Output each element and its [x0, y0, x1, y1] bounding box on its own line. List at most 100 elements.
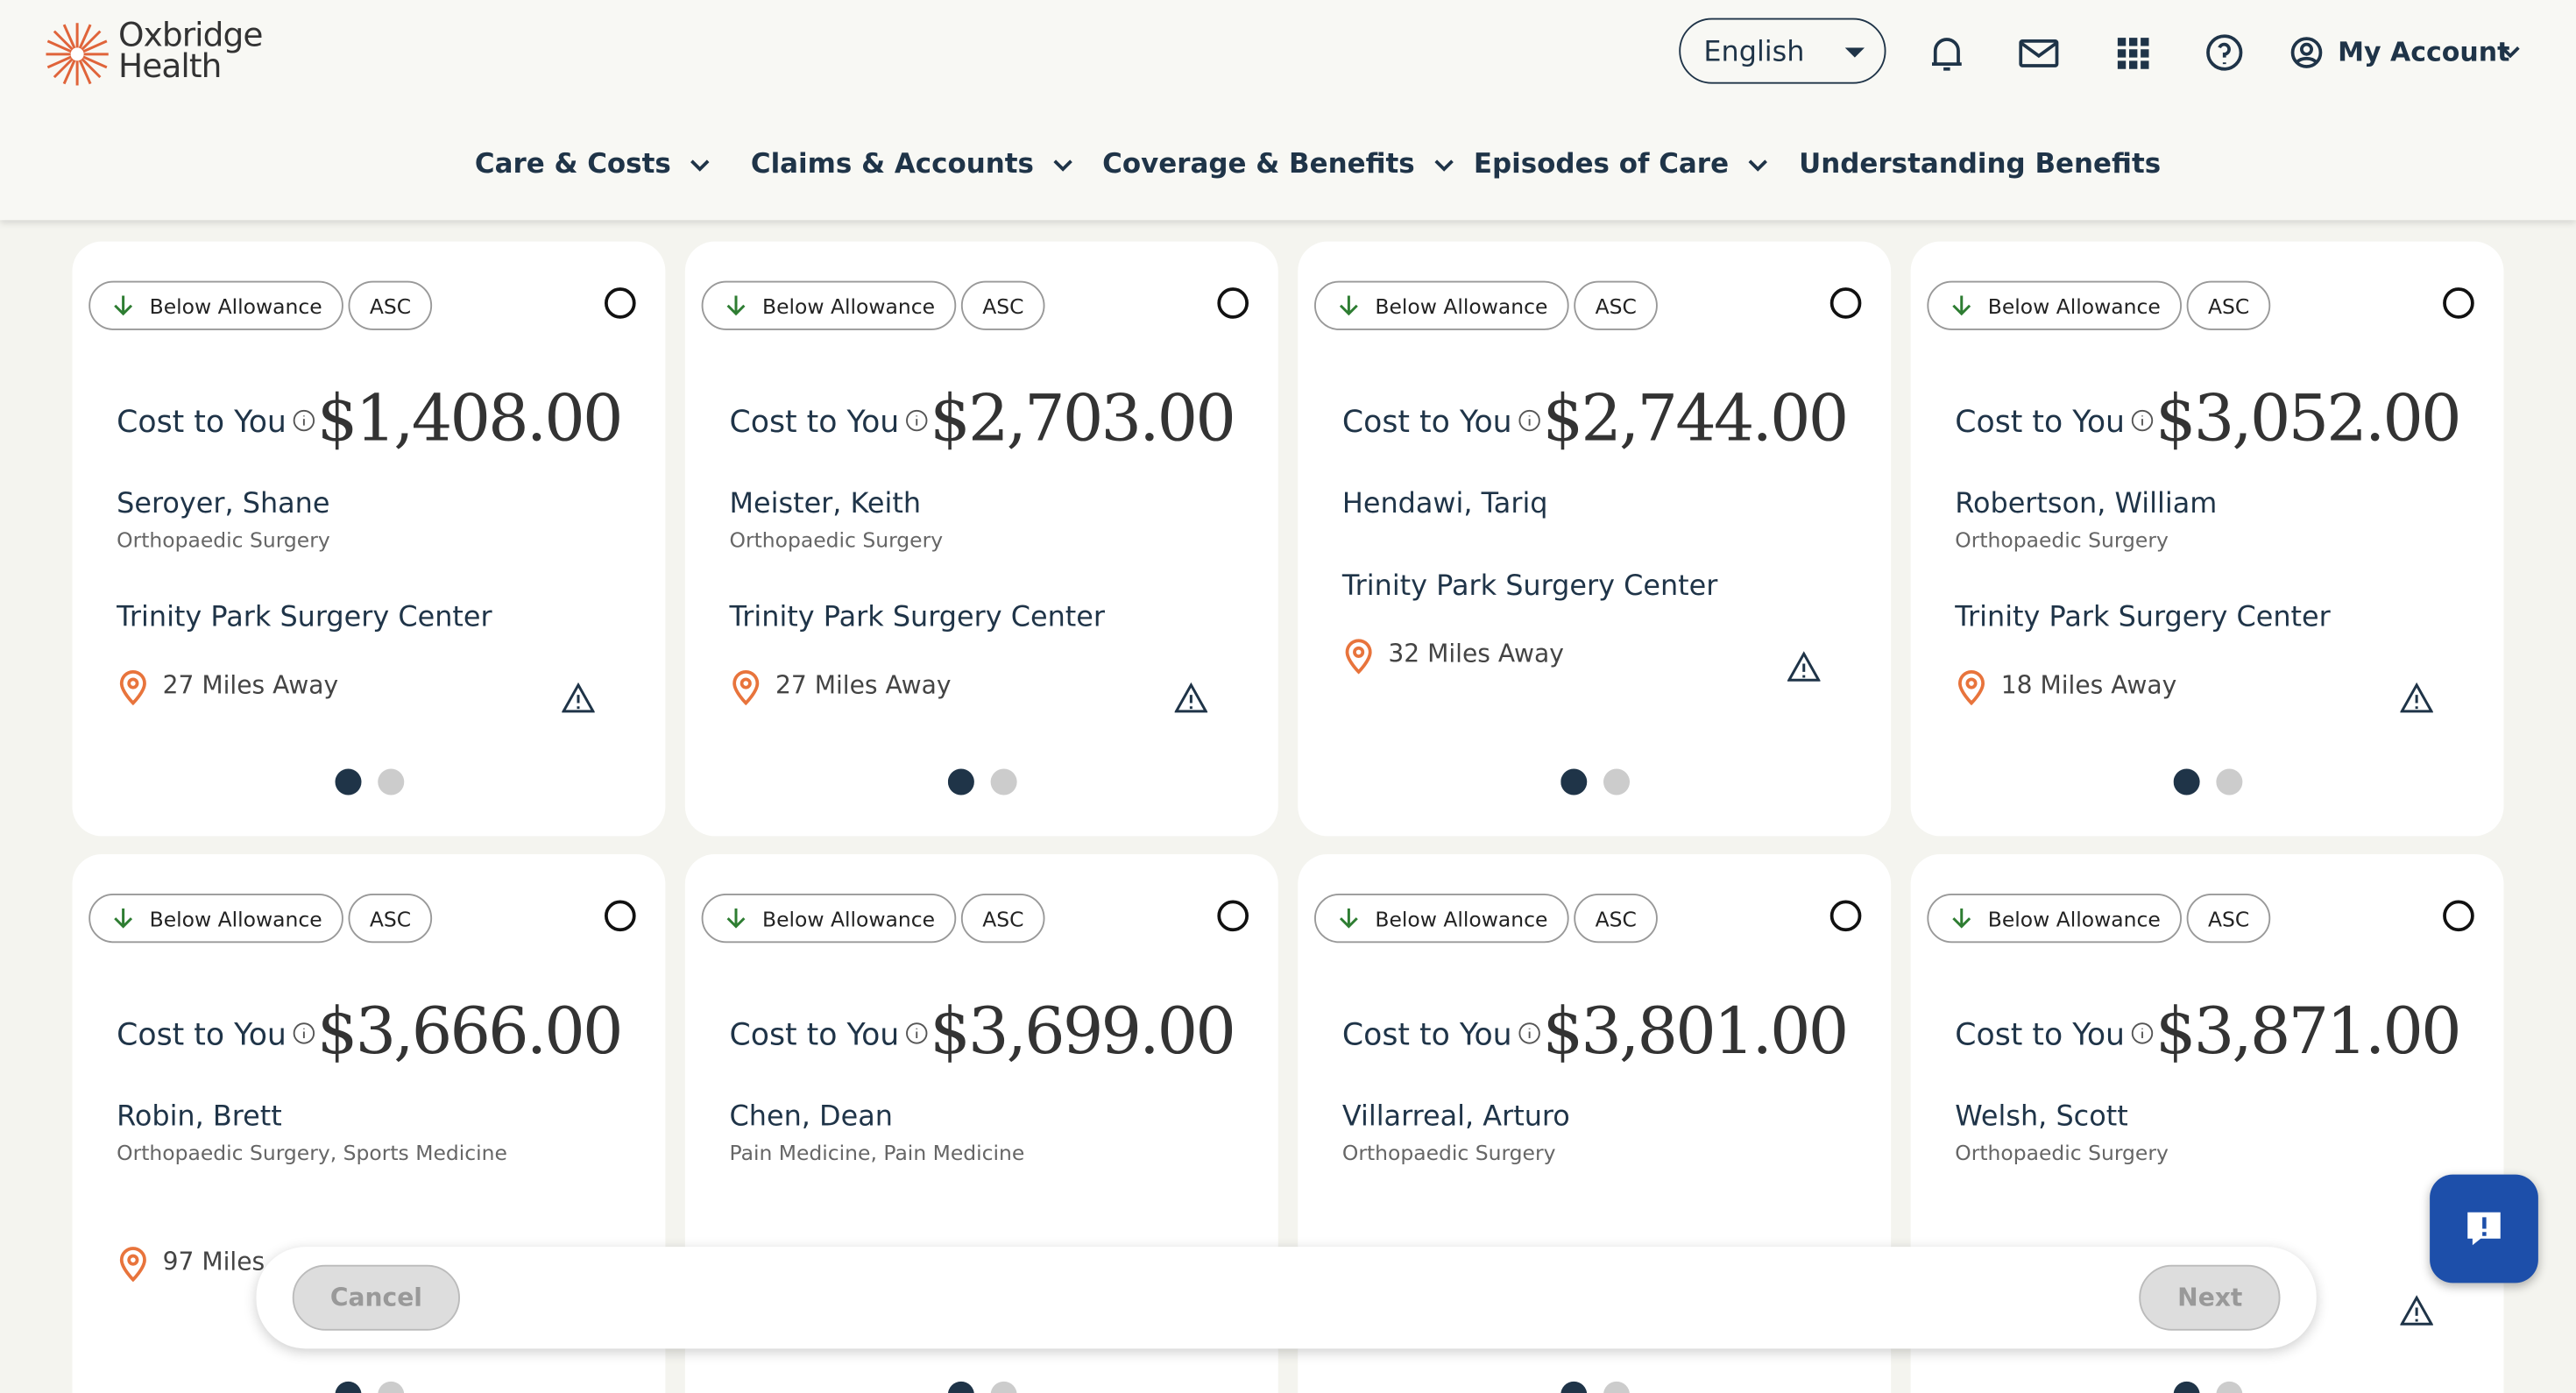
badge: ASC [960, 280, 1045, 330]
cost-label: Cost to You [1342, 406, 1542, 441]
badge-label: ASC [1595, 293, 1637, 319]
select-radio[interactable] [1829, 287, 1862, 319]
nav-item[interactable]: Claims & Accounts [750, 147, 1073, 180]
badge-label: Below Allowance [1987, 907, 2161, 932]
cost-label: Cost to You [730, 1019, 930, 1053]
cost: $3,052.00 [2155, 382, 2462, 457]
specialty: Orthopaedic Surgery [1955, 527, 2169, 552]
badge-label: ASC [2208, 293, 2250, 319]
badge: Below Allowance [88, 894, 344, 944]
provider-name[interactable]: Meister, Keith [729, 487, 922, 521]
cost-label: Cost to You [1955, 406, 2155, 441]
nav-label: Coverage & Benefits [1102, 147, 1415, 180]
feedback-button[interactable] [2430, 1174, 2538, 1283]
select-radio[interactable] [605, 287, 636, 319]
carousel-dots[interactable] [1560, 767, 1633, 803]
badge: ASC [2186, 280, 2271, 330]
carousel-dots[interactable] [947, 1380, 1021, 1393]
nav-item[interactable]: Episodes of Care [1474, 148, 1768, 179]
header: Oxbridge Health English My Account Care &… [0, 0, 2576, 221]
provider-name[interactable]: Hendawi, Tariq [1341, 487, 1548, 521]
language-select[interactable]: English [1679, 18, 1886, 84]
provider-card[interactable]: Below Allowance ASC Cost to You $2,744.00 He… [1298, 241, 1892, 837]
carousel-dots[interactable] [2173, 767, 2247, 803]
provider-card[interactable]: Below Allowance ASC Cost to You $3,052.00 Ro… [1910, 241, 2504, 837]
distance: 27 Miles Away [117, 670, 633, 706]
badge: ASC [1574, 280, 1659, 330]
badge-label: Below Allowance [149, 293, 322, 319]
facility: Trinity Park Surgery Center [1955, 601, 2331, 634]
provider-info: Hendawi, Tariq Trinity Park Surgery Cente… [1341, 487, 1858, 675]
warning-icon[interactable] [2399, 682, 2434, 721]
nav-item[interactable]: Care & Costs [475, 148, 711, 179]
provider-name[interactable]: Villarreal, Arturo [1341, 1100, 1570, 1134]
provider-info: Seroyer, Shane Orthopaedic Surgery Trinity… [117, 487, 633, 706]
select-radio[interactable] [605, 900, 636, 932]
specialty: Orthopaedic Surgery [1955, 1140, 2169, 1165]
provider-name[interactable]: Seroyer, Shane [117, 487, 330, 521]
badge: Below Allowance [88, 280, 344, 330]
next-button[interactable]: Next [2140, 1264, 2281, 1331]
logo-text: Health [118, 46, 222, 86]
select-radio[interactable] [1217, 900, 1249, 932]
badge-label: Below Allowance [1987, 293, 2161, 319]
header-icons[interactable] [1926, 33, 2353, 76]
provider-name[interactable]: Welsh, Scott [1955, 1100, 2128, 1134]
badge-label: ASC [982, 907, 1024, 932]
badge-label: Below Allowance [1375, 907, 1548, 932]
carousel-dots[interactable] [335, 1380, 408, 1393]
badge: Below Allowance [1927, 894, 2183, 944]
nav-item[interactable]: Understanding Benefits [1799, 148, 2161, 180]
cost: $3,699.00 [930, 995, 1236, 1070]
language: English [1703, 36, 1805, 69]
distance: 18 Miles Away [1955, 670, 2471, 706]
provider-card[interactable]: Below Allowance ASC Cost to You $1,408.00 Se… [72, 241, 666, 837]
distance: 27 Miles Away [730, 670, 1246, 706]
specialty: Orthopaedic Surgery [117, 527, 330, 552]
cancel-button[interactable]: Cancel [292, 1264, 461, 1331]
cost: $3,871.00 [2155, 995, 2462, 1070]
provider-card[interactable]: Below Allowance ASC Cost to You $2,703.00 Me… [684, 241, 1278, 837]
account-menu[interactable]: My Account [2338, 36, 2510, 67]
warning-icon[interactable] [2399, 1295, 2434, 1334]
cost-label: Cost to You [1955, 1019, 2155, 1053]
badge: ASC [348, 894, 433, 944]
badge: Below Allowance [1927, 280, 2183, 330]
carousel-dots[interactable] [2173, 1380, 2247, 1393]
nav-label: Claims & Accounts [750, 147, 1034, 180]
provider-info: Robertson, William Orthopaedic Surgery Tri… [1955, 487, 2471, 706]
specialty: Orthopaedic Surgery [729, 527, 944, 552]
cost-label: Cost to You [1342, 1019, 1542, 1053]
specialty: Orthopaedic Surgery [1341, 1140, 1556, 1165]
badge-label: ASC [369, 293, 412, 319]
nav-item[interactable]: Coverage & Benefits [1102, 147, 1454, 180]
specialty: Pain Medicine, Pain Medicine [729, 1140, 1025, 1165]
warning-icon[interactable] [1787, 651, 1822, 690]
select-radio[interactable] [2443, 287, 2474, 319]
badge: ASC [2186, 894, 2271, 944]
logo[interactable]: Oxbridge Health [118, 18, 263, 86]
provider-info: Robin, Brett Orthopaedic Surgery, Sports … [117, 1100, 633, 1283]
provider-name[interactable]: Robertson, William [1955, 487, 2218, 521]
badge: ASC [960, 894, 1045, 944]
provider-name[interactable]: Chen, Dean [729, 1100, 893, 1134]
warning-icon[interactable] [561, 682, 596, 721]
facility: Trinity Park Surgery Center [117, 601, 492, 634]
carousel-dots[interactable] [1560, 1380, 1633, 1393]
cost-label: Cost to You [117, 406, 316, 441]
provider-info: Chen, Dean Pain Medicine, Pain Medicine [730, 1100, 1246, 1164]
select-radio[interactable] [1217, 287, 1249, 319]
specialty: Orthopaedic Surgery, Sports Medicine [117, 1140, 507, 1165]
provider-name[interactable]: Robin, Brett [117, 1100, 282, 1134]
select-radio[interactable] [1829, 900, 1862, 932]
badge-label: ASC [369, 907, 412, 932]
carousel-dots[interactable] [335, 767, 408, 803]
logo-icon [46, 23, 109, 86]
badge: Below Allowance [1314, 280, 1569, 330]
carousel-dots[interactable] [947, 767, 1021, 803]
select-radio[interactable] [2443, 900, 2474, 932]
cost: $3,666.00 [316, 995, 624, 1070]
badge: ASC [348, 280, 433, 330]
warning-icon[interactable] [1173, 682, 1208, 721]
